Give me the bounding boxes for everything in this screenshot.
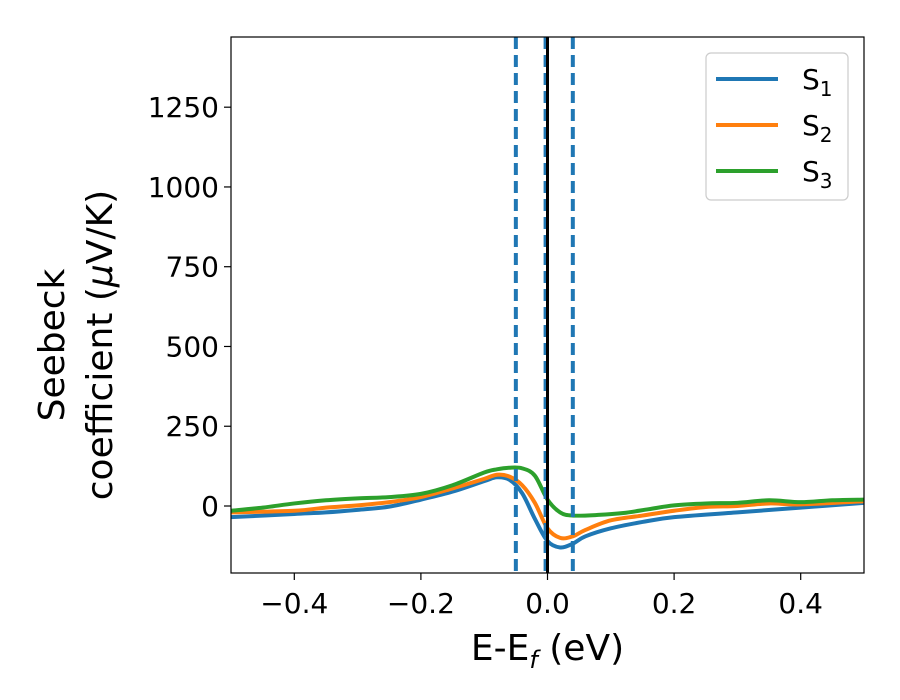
y-axis-ticks: 0 250 500 750 1000 1250 <box>148 91 231 523</box>
series-line-s1 <box>231 475 864 550</box>
x-tick-label: 0.2 <box>652 587 697 620</box>
vline-layer <box>513 37 575 573</box>
y-tick-label: 750 <box>166 251 219 284</box>
y-tick-label: 1000 <box>148 171 219 204</box>
x-tick-label: 0.4 <box>778 587 823 620</box>
x-axis-label: E-Ef (eV) <box>471 628 624 674</box>
x-axis-ticks: −0.4 −0.2 0.0 0.2 0.4 <box>260 573 823 620</box>
series-line-s3 <box>231 465 864 518</box>
legend: S1 S2 S3 <box>705 52 849 201</box>
series-line-s2 <box>231 472 864 541</box>
legend-label-s1: S1 <box>802 63 833 101</box>
y-tick-label: 250 <box>166 410 219 443</box>
x-tick-label: −0.2 <box>387 587 455 620</box>
y-tick-label: 1250 <box>148 91 219 124</box>
legend-label-s2: S2 <box>802 109 833 147</box>
x-tick-label: −0.4 <box>260 587 328 620</box>
y-tick-label: 500 <box>166 330 219 363</box>
x-tick-label: 0.0 <box>525 587 570 620</box>
y-axis-label-line2: coefficient (μV/K) <box>80 190 121 500</box>
y-axis-label-line1: Seebeck <box>32 268 73 421</box>
y-tick-label: 0 <box>201 490 219 523</box>
legend-label-s3: S3 <box>802 155 833 193</box>
series-layer <box>231 465 864 550</box>
